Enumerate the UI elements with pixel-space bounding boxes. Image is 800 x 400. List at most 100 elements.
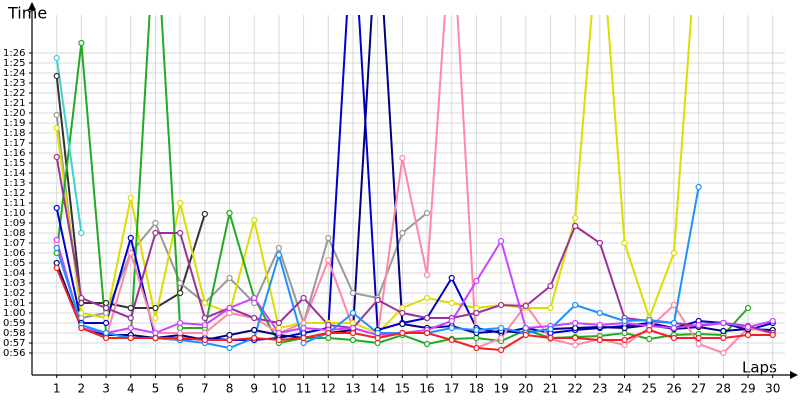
- point: [78, 39, 85, 47]
- point: [621, 239, 628, 247]
- point: [547, 325, 554, 333]
- point: [374, 296, 381, 304]
- point: [325, 256, 332, 264]
- y-tick-label: 1:06: [3, 248, 25, 259]
- point: [102, 304, 110, 312]
- y-tick-label: 1:16: [3, 148, 25, 159]
- point: [448, 336, 455, 344]
- point: [177, 289, 184, 297]
- point: [374, 334, 381, 342]
- point: [53, 244, 60, 252]
- x-tick-label: 1: [53, 382, 61, 396]
- point: [720, 319, 727, 327]
- point: [572, 341, 579, 349]
- point: [275, 324, 283, 332]
- point: [572, 301, 579, 309]
- point: [423, 329, 431, 337]
- x-tick-label: 22: [568, 382, 583, 396]
- y-tick-label: 1:20: [3, 108, 25, 119]
- point: [226, 344, 233, 352]
- y-tick-label: 1:13: [3, 178, 25, 189]
- point: [251, 299, 258, 307]
- point: [349, 329, 357, 337]
- y-tick-label: 1:15: [3, 158, 25, 169]
- x-tick-label: 19: [493, 382, 508, 396]
- point: [201, 321, 208, 329]
- point: [300, 334, 307, 342]
- point: [300, 329, 307, 337]
- point: [127, 249, 134, 257]
- y-tick-label: 1:21: [3, 98, 25, 109]
- point: [448, 299, 455, 307]
- x-tick-label: 7: [201, 382, 209, 396]
- point: [177, 319, 184, 327]
- point: [152, 314, 159, 322]
- x-tick-label: 26: [666, 382, 681, 396]
- point: [177, 334, 184, 342]
- point: [325, 329, 332, 337]
- point: [78, 299, 85, 307]
- point: [127, 334, 134, 342]
- point: [275, 251, 283, 259]
- point: [127, 314, 134, 322]
- x-tick-label: 11: [296, 382, 311, 396]
- y-arrow: [28, 2, 36, 10]
- y-tick-label: 0:56: [3, 348, 25, 359]
- point: [102, 299, 110, 307]
- x-tick-label: 30: [765, 382, 780, 396]
- x-tick-label: 8: [226, 382, 234, 396]
- y-tick-label: 0:59: [3, 318, 25, 329]
- point: [646, 316, 653, 324]
- point: [547, 334, 554, 342]
- point: [102, 319, 110, 327]
- point: [448, 274, 455, 282]
- point: [572, 324, 579, 332]
- point: [498, 346, 505, 354]
- point: [300, 339, 307, 347]
- y-tick-label: 1:10: [3, 208, 25, 219]
- point: [53, 153, 60, 161]
- point: [152, 219, 159, 227]
- point: [646, 335, 653, 343]
- point: [152, 304, 159, 312]
- point: [201, 210, 208, 218]
- point: [177, 279, 184, 287]
- x-tick-label: 9: [250, 382, 258, 396]
- y-tick-label: 1:04: [3, 268, 25, 279]
- y-tick-label: 1:11: [3, 198, 25, 209]
- point: [399, 304, 406, 312]
- point: [744, 304, 752, 312]
- point: [695, 321, 702, 329]
- x-tick-label: 27: [691, 382, 706, 396]
- point: [769, 317, 776, 325]
- point: [670, 319, 678, 327]
- x-tick-label: 15: [395, 382, 410, 396]
- point: [621, 317, 628, 325]
- x-tick-label: 17: [444, 382, 459, 396]
- point: [226, 336, 233, 344]
- point: [275, 336, 283, 344]
- point: [349, 336, 357, 344]
- y-tick-label: 1:19: [3, 118, 25, 129]
- point: [423, 314, 431, 322]
- point: [300, 324, 307, 332]
- x-tick-label: 4: [127, 382, 135, 396]
- point: [670, 249, 678, 257]
- x-tick-label: 24: [617, 382, 632, 396]
- point: [325, 321, 332, 329]
- point: [621, 324, 628, 332]
- point: [201, 336, 208, 344]
- point: [152, 329, 159, 337]
- y-tick-label: 1:08: [3, 228, 25, 239]
- y-tick-label: 1:17: [3, 138, 25, 149]
- point: [769, 331, 776, 339]
- point: [177, 229, 184, 237]
- point: [127, 194, 134, 202]
- point: [670, 334, 678, 342]
- point: [53, 249, 60, 257]
- y-tick-label: 0:57: [3, 338, 25, 349]
- point: [226, 331, 233, 339]
- x-tick-label: 10: [271, 382, 286, 396]
- point: [53, 54, 60, 62]
